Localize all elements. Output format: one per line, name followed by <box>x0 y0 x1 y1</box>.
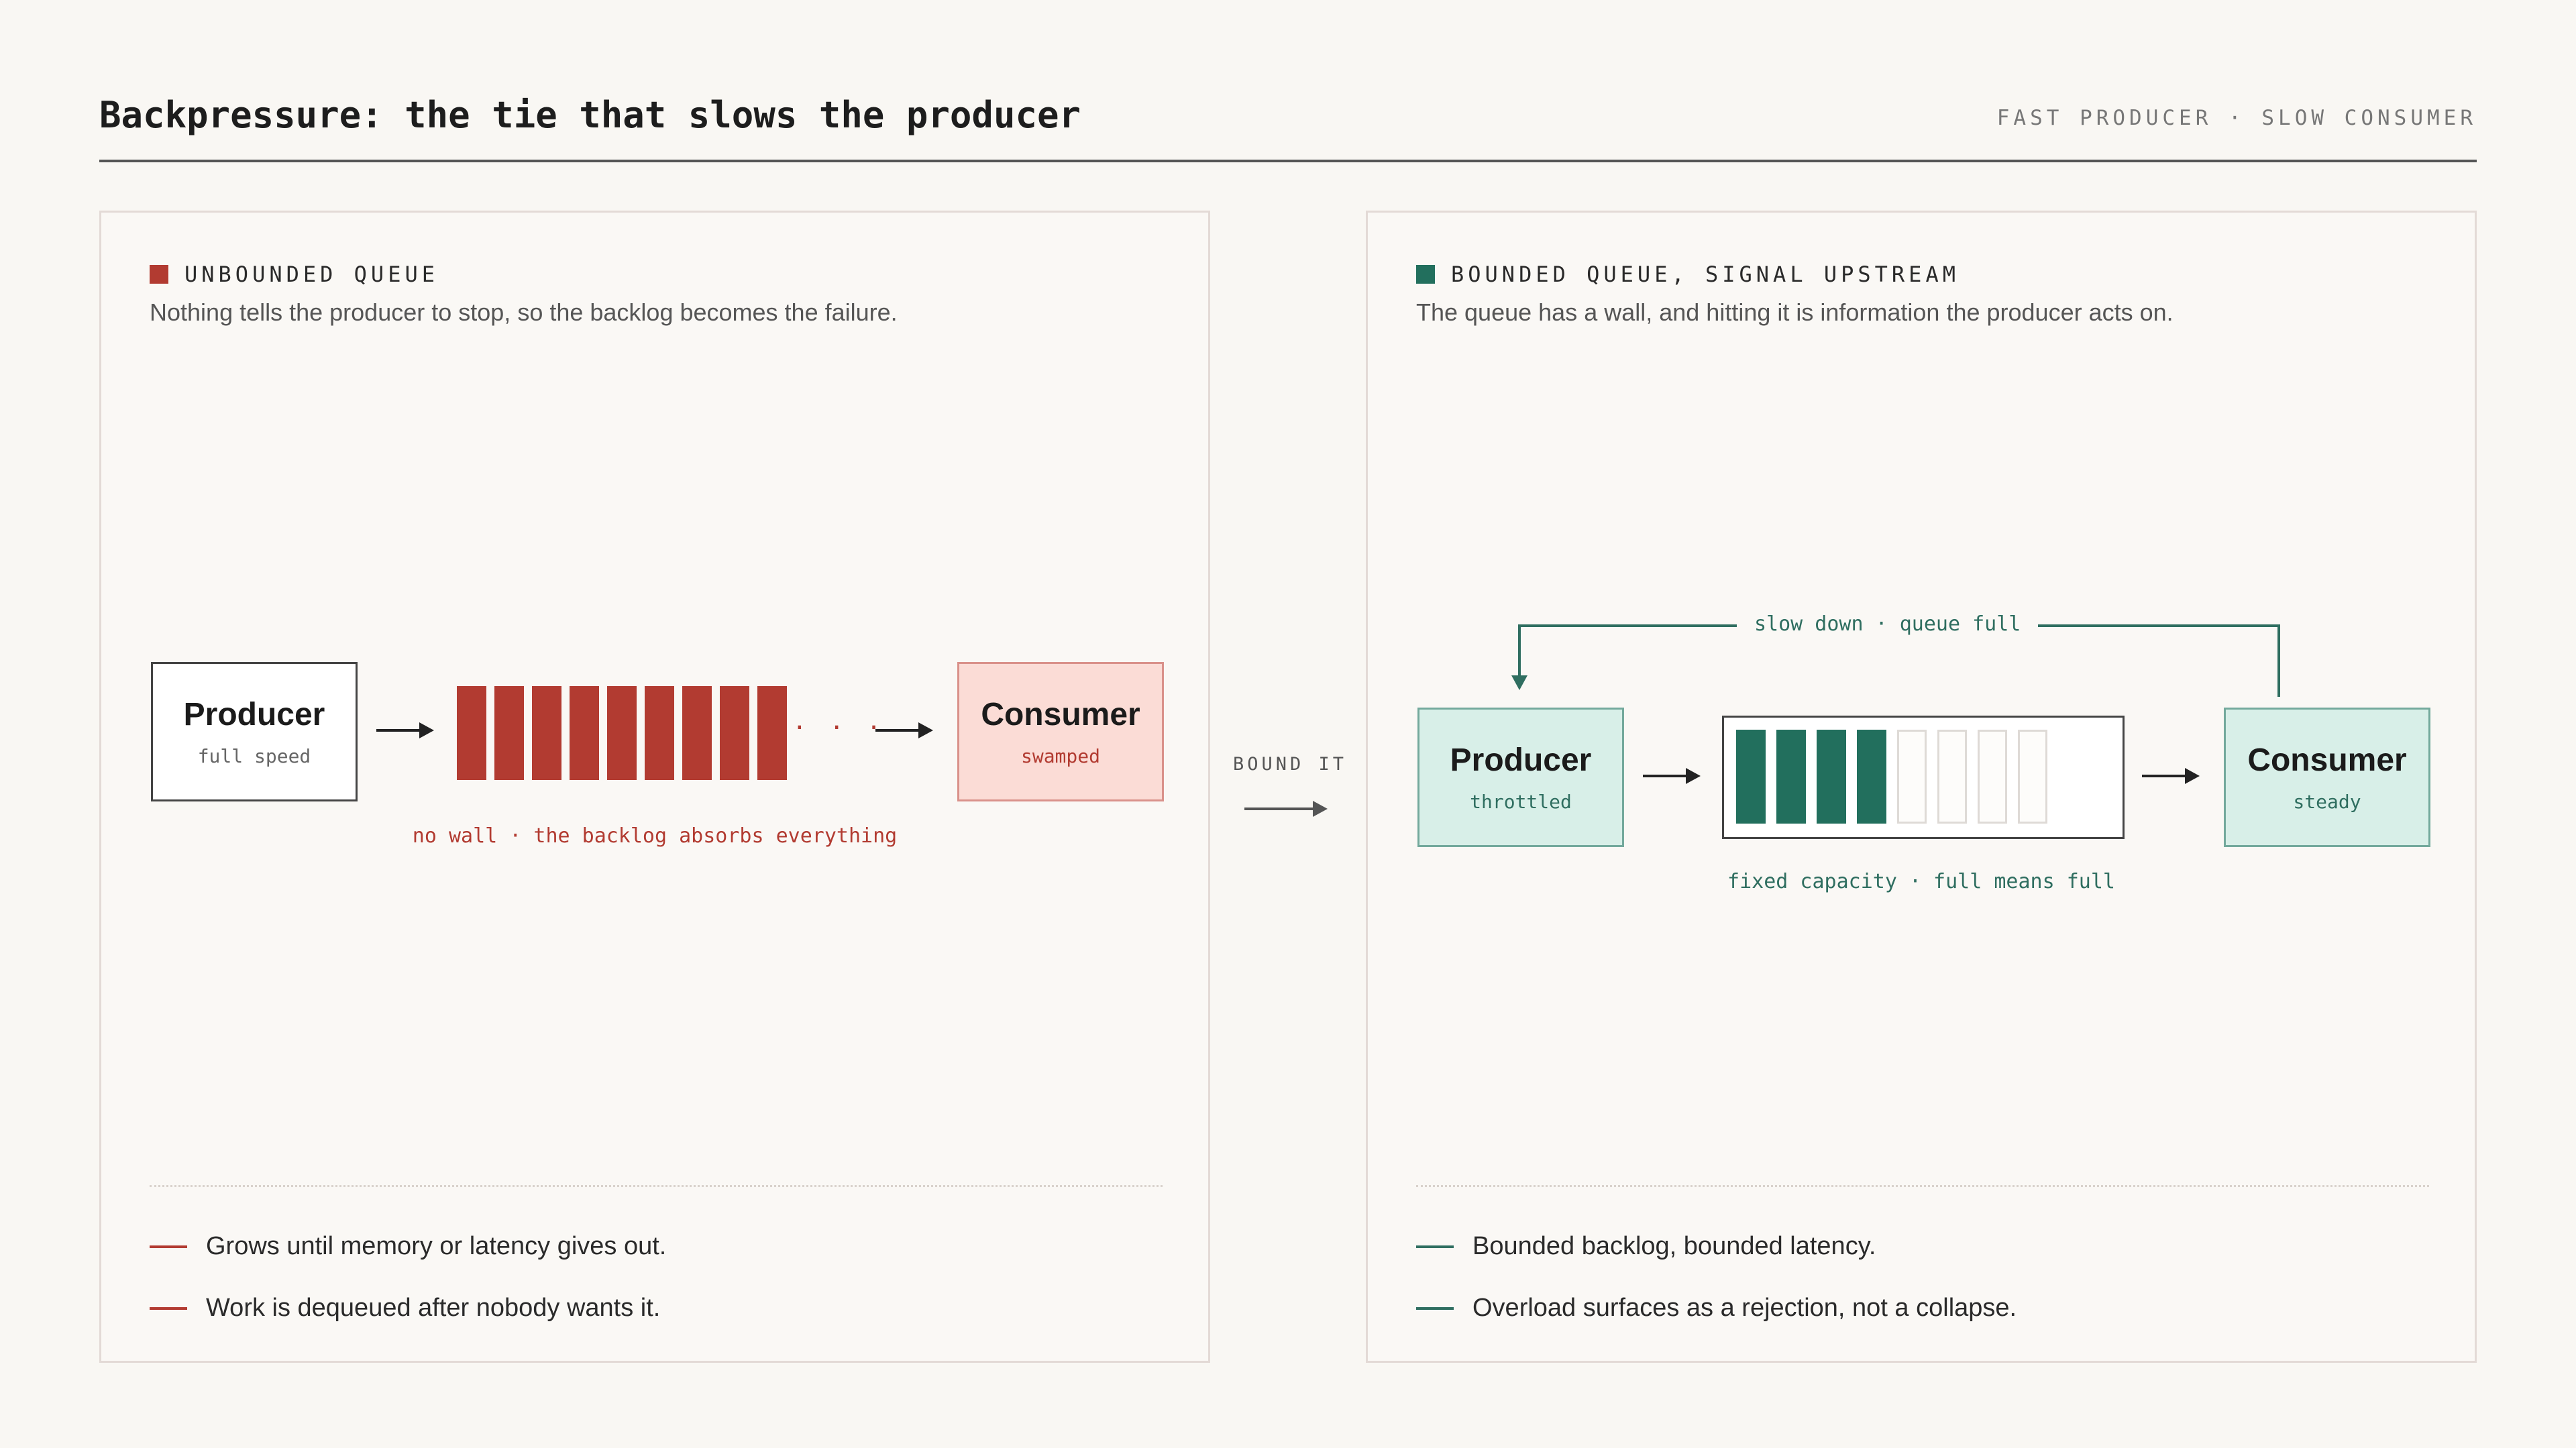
queue-item <box>682 686 712 780</box>
unbounded-description: Nothing tells the producer to stop, so t… <box>150 298 898 326</box>
queue-slot-filled <box>1817 730 1846 824</box>
right-producer-node: Producer throttled <box>1417 708 1624 847</box>
unbounded-caption: no wall · the backlog absorbs everything <box>412 824 898 848</box>
queue-item <box>645 686 674 780</box>
right-consumer-sub: steady <box>2293 791 2361 813</box>
queue-item <box>720 686 749 780</box>
feedback-label: slow down · queue full <box>1737 612 2039 636</box>
red-dash-icon <box>150 1245 187 1248</box>
bound-it-arrow <box>1244 801 1328 817</box>
right-bullet-1-text: Bounded backlog, bounded latency. <box>1472 1232 1876 1260</box>
left-producer-node: Producer full speed <box>151 662 358 801</box>
green-dash-icon <box>1416 1306 1454 1310</box>
bounded-queue <box>1722 716 2125 839</box>
queue-slot-filled <box>1736 730 1766 824</box>
queue-item <box>757 686 787 780</box>
left-bullet-2-text: Work is dequeued after nobody wants it. <box>206 1294 661 1322</box>
queue-item <box>570 686 599 780</box>
queue-slot-filled <box>1857 730 1886 824</box>
left-bullet-2: Work is dequeued after nobody wants it. <box>150 1294 660 1323</box>
bounded-panel-label: BOUNDED QUEUE, SIGNAL UPSTREAM <box>1416 261 1960 288</box>
right-arrow-to-queue <box>1643 768 1701 784</box>
unbounded-panel: UNBOUNDED QUEUE Nothing tells the produc… <box>99 211 1210 1363</box>
bounded-caption: fixed capacity · full means full <box>1727 870 2115 893</box>
queue-item <box>494 686 524 780</box>
right-bullet-2: Overload surfaces as a rejection, not a … <box>1416 1294 2017 1323</box>
red-square-icon <box>150 265 168 284</box>
right-consumer-title: Consumer <box>2247 742 2407 778</box>
right-bullet-1: Bounded backlog, bounded latency. <box>1416 1232 1876 1261</box>
queue-slot-empty <box>2018 730 2047 824</box>
left-consumer-sub: swamped <box>1020 745 1100 767</box>
queue-slot-filled <box>1776 730 1806 824</box>
feedback-arrowhead-icon <box>1511 675 1527 690</box>
bound-it-label: BOUND IT <box>1233 754 1348 775</box>
left-consumer-node: Consumer swamped <box>957 662 1164 801</box>
feedback-line-left <box>1518 624 1521 678</box>
queue-item <box>457 686 486 780</box>
right-consumer-node: Consumer steady <box>2224 708 2430 847</box>
right-divider <box>1416 1185 2429 1187</box>
bounded-description: The queue has a wall, and hitting it is … <box>1416 298 2174 326</box>
queue-slot-empty <box>1897 730 1927 824</box>
green-square-icon <box>1416 265 1435 284</box>
right-arrow-to-consumer <box>2142 768 2200 784</box>
left-bullet-1-text: Grows until memory or latency gives out. <box>206 1232 667 1260</box>
bounded-label-text: BOUNDED QUEUE, SIGNAL UPSTREAM <box>1451 262 1960 287</box>
page-tagline: FAST PRODUCER · SLOW CONSUMER <box>1996 106 2477 130</box>
bounded-panel: BOUNDED QUEUE, SIGNAL UPSTREAM The queue… <box>1366 211 2477 1363</box>
feedback-line-right <box>2277 624 2280 697</box>
queue-item <box>532 686 561 780</box>
unbounded-panel-label: UNBOUNDED QUEUE <box>150 261 439 288</box>
page-title: Backpressure: the tie that slows the pro… <box>99 94 1081 136</box>
left-consumer-title: Consumer <box>981 697 1140 732</box>
unbounded-label-text: UNBOUNDED QUEUE <box>184 262 439 287</box>
queue-slot-empty <box>1978 730 2007 824</box>
left-divider <box>150 1185 1163 1187</box>
green-dash-icon <box>1416 1245 1454 1248</box>
queue-overflow-dots: · · · <box>792 714 885 742</box>
right-producer-sub: throttled <box>1470 791 1572 813</box>
queue-item <box>607 686 637 780</box>
right-producer-title: Producer <box>1450 742 1592 778</box>
left-bullet-1: Grows until memory or latency gives out. <box>150 1232 666 1261</box>
left-producer-sub: full speed <box>197 745 311 767</box>
queue-slot-empty <box>1937 730 1967 824</box>
left-arrow-to-queue <box>376 722 434 738</box>
left-arrow-to-consumer <box>875 722 933 738</box>
header: Backpressure: the tie that slows the pro… <box>99 94 2477 162</box>
left-producer-title: Producer <box>183 697 325 732</box>
red-dash-icon <box>150 1306 187 1310</box>
right-bullet-2-text: Overload surfaces as a rejection, not a … <box>1472 1294 2017 1322</box>
